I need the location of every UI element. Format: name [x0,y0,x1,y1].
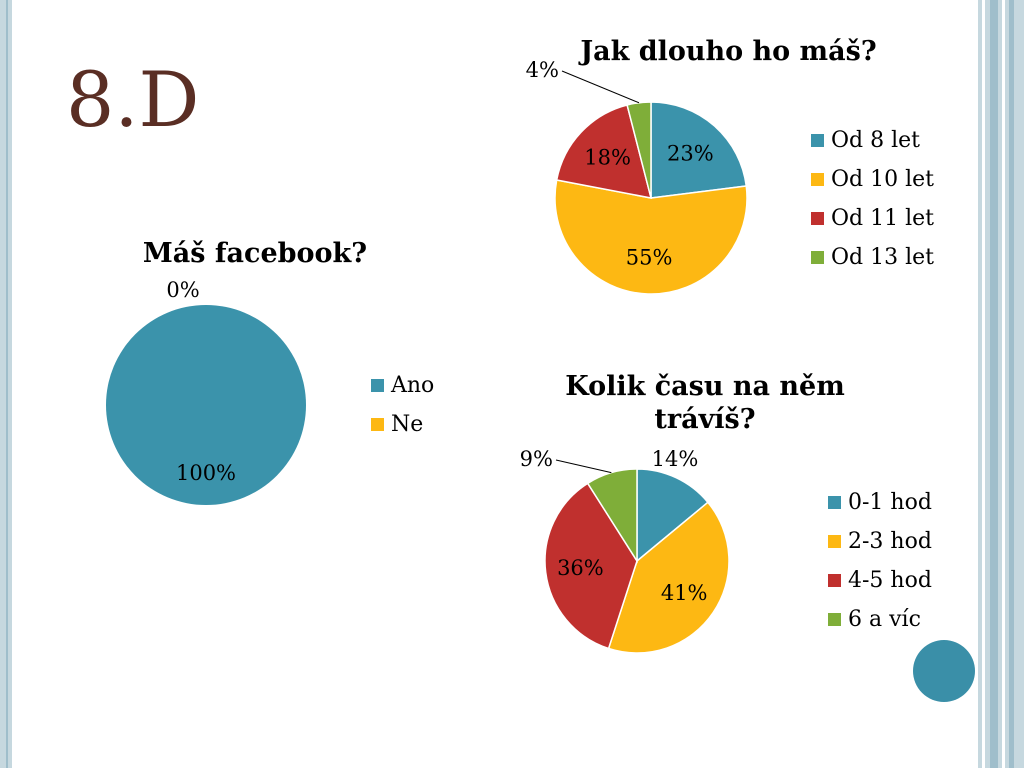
legend-item-time_spent-2: 4-5 hod [828,561,932,600]
legend-item-how_long-3: Od 13 let [811,238,934,277]
legend-item-how_long-0: Od 8 let [811,121,934,160]
legend-label: 6 a víc [848,607,921,632]
right-frame-border [978,0,1024,768]
legend-swatch [811,173,824,186]
legend-swatch [828,535,841,548]
legend-label: Ne [391,412,424,437]
legend-item-how_long-2: Od 11 let [811,199,934,238]
legend-swatch [371,379,384,392]
data-label-how_long-2: 18% [584,145,631,169]
pie-slice-how_long-3 [626,101,652,199]
legend-item-time_spent-1: 2-3 hod [828,522,932,561]
data-label-how_long-3: 4% [526,58,559,82]
legend-item-how_long-1: Od 10 let [811,160,934,199]
legend-label: Od 8 let [831,128,920,153]
legend-swatch [811,134,824,147]
data-label-time_spent-1: 41% [661,581,708,605]
chart-title-facebook: Máš facebook? [142,238,368,269]
data-label-time_spent-2: 36% [557,556,604,580]
pie-slice-how_long-0 [650,101,748,199]
data-label-time_spent-0: 14% [652,447,699,471]
data-label-how_long-1: 55% [626,245,673,269]
pie-slice-time_spent-3 [586,468,638,564]
legend-swatch [828,574,841,587]
legend-how-long: Od 8 let Od 10 let Od 11 let Od 13 let [811,121,934,277]
left-frame-line [6,0,8,768]
pie-slice-time_spent-2 [544,482,638,650]
legend-swatch [811,251,824,264]
legend-label: Ano [391,373,435,398]
legend-label: 0-1 hod [848,490,932,515]
decorative-circle [913,640,975,702]
data-label-facebook-1: 0% [166,278,199,302]
legend-item-facebook-0: Ano [371,366,434,405]
pie-slice-how_long-1 [554,179,748,295]
chart-title-how-long: Jak dlouho ho máš? [580,36,877,67]
data-label-time_spent-3: 9% [520,447,553,471]
legend-label: Od 13 let [831,245,934,270]
legend-item-facebook-1: Ne [371,405,434,444]
legend-swatch [811,212,824,225]
pie-slice-time_spent-0 [636,468,709,563]
legend-label: Od 10 let [831,167,934,192]
data-label-facebook-0: 100% [176,461,236,485]
leader-line-time_spent-3 [555,459,612,474]
legend-facebook: Ano Ne [371,366,434,444]
pie-chart-how-long: 23% 55% 18% 4% [526,58,748,295]
legend-label: 2-3 hod [848,529,932,554]
legend-swatch [828,496,841,509]
legend-swatch [371,418,384,431]
legend-item-time_spent-0: 0-1 hod [828,483,932,522]
data-label-how_long-0: 23% [667,141,714,165]
leader-line-how_long-3 [561,70,640,104]
legend-time-spent: 0-1 hod 2-3 hod 4-5 hod 6 a víc [828,483,932,639]
pie-slice-time_spent-1 [607,501,730,654]
pie-slice-facebook-0 [106,305,306,505]
pie-slice-how_long-2 [555,104,653,199]
legend-label: 4-5 hod [848,568,932,593]
pie-chart-time-spent: 14% 41% 36% 9% [520,447,730,654]
pie-chart-facebook: 100% 0% [106,278,306,505]
legend-label: Od 11 let [831,206,934,231]
legend-item-time_spent-3: 6 a víc [828,600,932,639]
chart-title-time-spent: Kolik času na něm trávíš? [565,371,845,435]
slide-title: 8.D [66,55,200,144]
legend-swatch [828,613,841,626]
